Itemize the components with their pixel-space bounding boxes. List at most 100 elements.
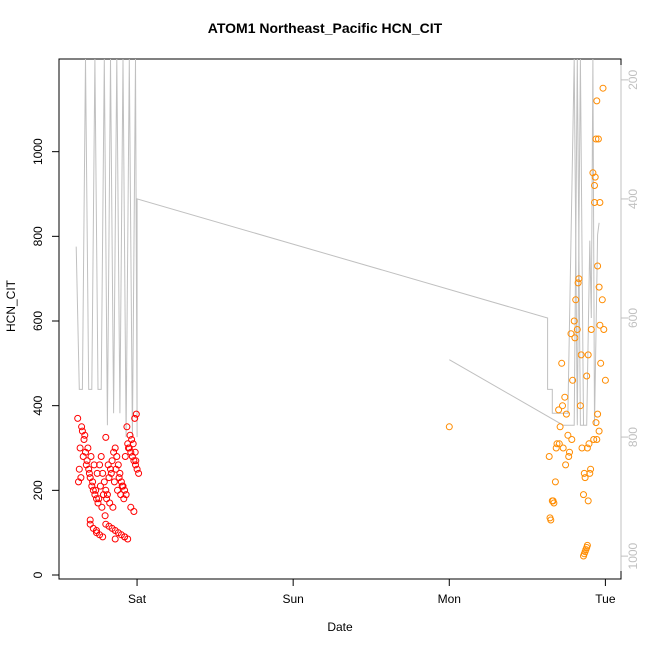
x-tick-label: Tue [595,592,616,606]
data-point [561,393,569,401]
data-point [113,453,121,460]
data-point [583,541,591,549]
x-tick-label: Sun [282,592,303,606]
data-point [109,503,117,511]
data-point [129,440,137,448]
data-point [562,461,570,469]
data-point [592,419,600,427]
data-point [562,410,570,418]
data-point [591,182,598,189]
data-point [76,444,84,452]
data-point [123,423,131,431]
data-point [570,317,578,325]
data-point [599,84,607,92]
data-point [75,478,82,486]
data-point [587,465,595,473]
data-point [572,296,580,304]
data-point [108,457,116,465]
data-point [120,495,128,503]
chart-title: ATOM1 Northeast_Pacific HCN_CIT [207,20,443,36]
data-point [596,321,604,329]
data-point [126,431,134,439]
y2-tick-label: 800 [626,427,640,447]
data-point [97,453,105,460]
data-point [593,436,601,443]
data-point [574,279,582,287]
data-point [112,465,120,473]
data-point [74,414,82,422]
data-point [565,453,573,460]
data-point [598,296,606,304]
data-point [121,453,129,460]
data-point [131,448,139,456]
data-point [115,474,123,482]
data-point [89,486,97,494]
data-point [104,461,112,469]
data-point [595,427,603,435]
overlay-trace-2 [449,58,584,426]
y-tick-label: 1000 [31,138,45,165]
data-point [84,444,92,452]
data-point [88,482,96,490]
y-tick-label: 200 [31,480,45,500]
data-point [564,431,572,439]
x-tick-label: Mon [438,592,461,606]
data-point [95,495,103,503]
data-point [85,469,93,477]
data-point [94,499,102,507]
data-point [93,527,100,534]
data-point [82,461,90,469]
data-point [111,444,119,452]
x-tick-label: Sat [128,592,147,606]
overlay-trace-1 [75,58,600,438]
data-point [127,448,135,456]
data-point [575,275,583,283]
data-point [558,359,566,367]
data-point [111,535,119,543]
data-point [75,465,83,473]
y-tick-label: 800 [31,226,45,246]
data-point [105,474,113,482]
data-point [568,436,576,443]
y2-tick-label: 400 [626,189,640,209]
data-point [571,334,579,342]
data-point [132,410,140,418]
x-axis-label: Date [327,620,353,634]
data-point [100,478,108,486]
data-point [567,330,575,338]
data-point [81,431,89,439]
data-point [132,457,140,465]
data-point [559,444,567,452]
data-point [576,402,584,410]
y-tick-label: 400 [31,395,45,415]
data-point [93,469,101,477]
data-point [101,512,109,520]
data-point [127,503,135,511]
data-point [116,469,124,477]
data-point [577,351,585,359]
data-point [591,173,599,181]
data-point [125,444,132,452]
data-point [102,433,110,441]
data-point [583,444,591,452]
data-point [130,508,138,515]
data-point [596,199,604,206]
points-layer [74,84,609,560]
data-point [78,423,86,431]
data-point [580,491,587,499]
data-point [551,478,559,486]
data-point [593,97,601,105]
data-point [555,440,563,448]
data-point [110,478,118,486]
data-point [585,440,593,448]
data-point [90,461,98,469]
data-point [552,444,560,452]
data-point [86,516,94,524]
y2-tick-label: 600 [626,308,640,328]
data-point [118,482,126,490]
data-point [594,135,602,143]
data-point [595,283,603,291]
data-point [583,372,591,380]
data-point [130,457,138,465]
